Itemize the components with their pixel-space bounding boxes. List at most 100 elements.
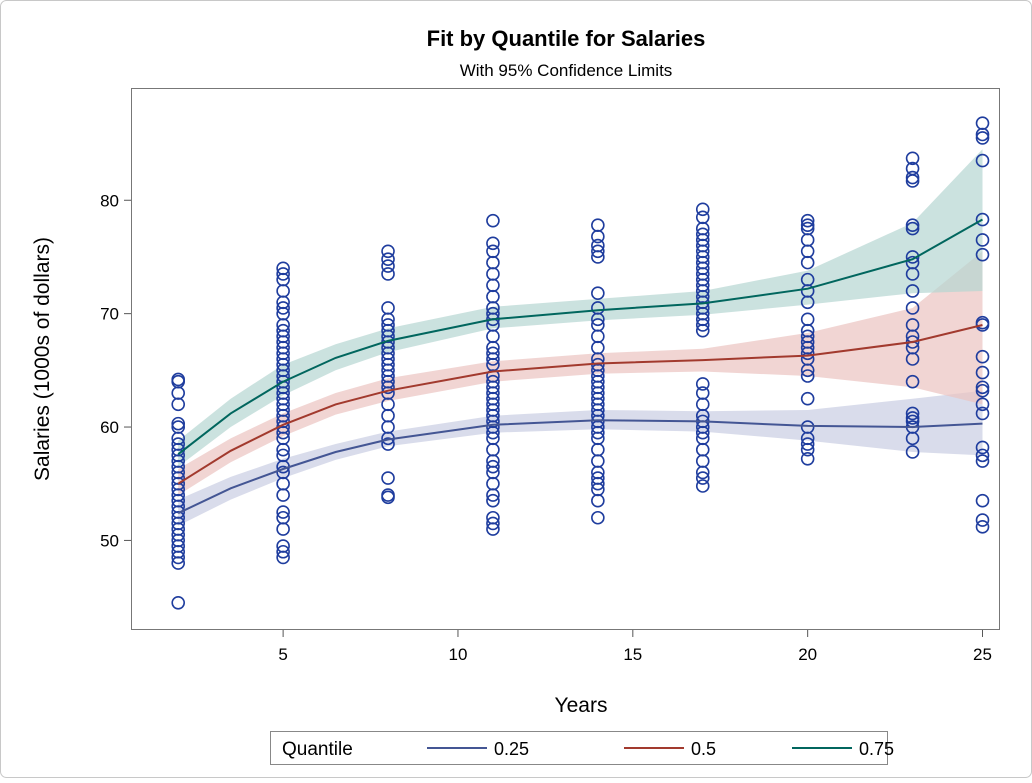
data-point (381, 244, 395, 259)
data-point (486, 236, 500, 251)
data-point (975, 127, 990, 142)
data-point (695, 202, 710, 217)
data-point (975, 406, 990, 421)
data-point (171, 397, 186, 412)
data-point (695, 479, 710, 493)
data-point (695, 465, 710, 480)
data-point (800, 363, 815, 378)
data-point (695, 471, 710, 485)
data-point (975, 380, 990, 395)
data-point (381, 267, 395, 281)
data-point (800, 442, 815, 457)
x-tick-label: 10 (449, 645, 468, 664)
y-tick-label: 70 (100, 305, 119, 324)
data-point (381, 380, 395, 395)
data-point (381, 471, 395, 485)
data-point (975, 448, 990, 463)
data-point (276, 488, 290, 502)
data-point (486, 488, 500, 502)
data-point (905, 221, 920, 236)
data-point (975, 397, 990, 412)
data-point (905, 445, 920, 459)
data-point (486, 459, 500, 474)
data-point (171, 416, 186, 431)
data-point (695, 323, 710, 338)
data-point (975, 233, 990, 247)
x-tick-label: 20 (798, 645, 817, 664)
legend-label: 0.5 (691, 739, 716, 759)
data-point (975, 454, 990, 468)
data-point (905, 151, 920, 166)
data-point (591, 229, 605, 244)
plot-area: 5 10 15 20 25 50 60 70 80 (100, 88, 1000, 664)
data-point (975, 349, 990, 364)
x-tick-label: 15 (623, 645, 642, 664)
data-point (975, 513, 990, 527)
data-point (591, 286, 605, 301)
data-point (695, 318, 710, 332)
data-point (486, 213, 500, 228)
data-point (800, 295, 815, 310)
data-point (276, 544, 290, 559)
data-point (591, 244, 605, 259)
data-point (905, 411, 920, 425)
data-point (800, 218, 815, 233)
data-point (975, 212, 990, 227)
data-point (381, 252, 395, 267)
data-point (905, 218, 920, 233)
legend-label: 0.75 (859, 739, 894, 759)
data-point (591, 476, 605, 491)
plot-border (131, 88, 1000, 630)
quantile-line (177, 324, 983, 485)
data-point (171, 556, 186, 570)
quantile-line (177, 419, 983, 515)
data-point (381, 259, 395, 273)
data-point (975, 520, 990, 534)
y-axis-label: Salaries (1000s of dollars) (31, 237, 54, 481)
data-point (695, 377, 710, 391)
data-point (975, 247, 990, 262)
legend-title: Quantile (282, 739, 353, 760)
data-point (800, 213, 815, 228)
data-point (975, 153, 990, 168)
data-point (171, 595, 186, 610)
data-point (276, 550, 290, 565)
data-point (800, 451, 815, 466)
data-point (276, 267, 290, 281)
data-point (975, 383, 990, 398)
data-point (486, 425, 500, 440)
data-point (800, 369, 815, 383)
y-tick-label: 80 (100, 191, 119, 210)
data-point (905, 267, 920, 281)
data-point (800, 346, 815, 361)
data-point (905, 352, 920, 366)
data-point (486, 352, 500, 366)
data-point (276, 442, 290, 457)
data-point (486, 522, 500, 536)
data-point (276, 522, 290, 536)
data-point (276, 505, 290, 519)
data-point (905, 170, 920, 185)
data-point (905, 174, 920, 188)
data-point (276, 425, 290, 440)
quantile-line (177, 218, 983, 455)
data-point (905, 301, 920, 315)
data-point (486, 516, 500, 531)
data-point (591, 493, 605, 508)
data-point (975, 318, 990, 332)
data-point (695, 425, 710, 440)
data-point (975, 365, 990, 380)
data-point (800, 255, 815, 270)
data-point (975, 440, 990, 455)
chart-title: Fit by Quantile for Salaries (427, 26, 706, 51)
data-point (591, 250, 605, 264)
data-point (591, 312, 605, 327)
data-point (591, 425, 605, 440)
x-tick-label: 25 (973, 645, 992, 664)
legend (270, 731, 888, 765)
data-point (381, 437, 395, 451)
data-point (800, 391, 815, 406)
data-point (905, 374, 920, 389)
